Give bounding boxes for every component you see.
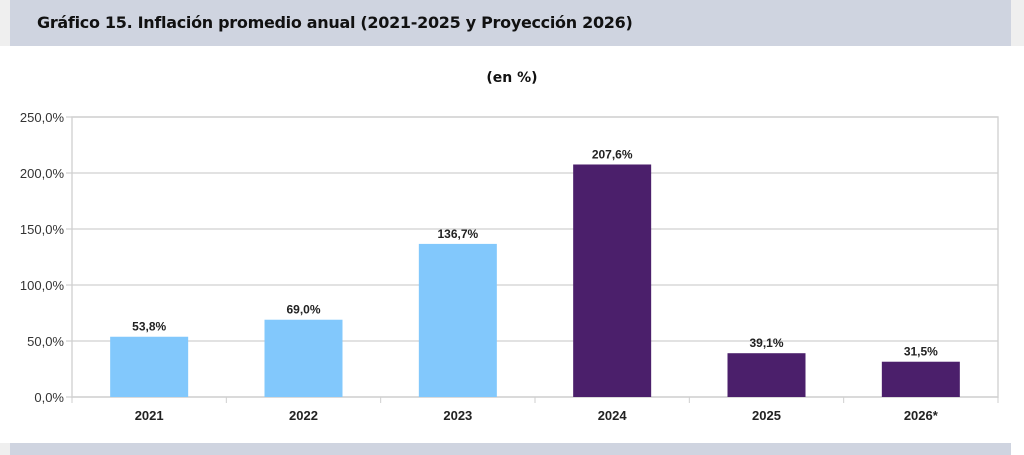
bar-2026-proj (881, 361, 960, 397)
page-margin-left-bottom (0, 443, 10, 455)
bar-2025 (727, 353, 806, 397)
bar-2022 (264, 319, 343, 397)
y-tick-label: 0,0% (34, 390, 64, 405)
footer-band (10, 443, 1011, 455)
y-tick-label: 150,0% (20, 222, 65, 237)
x-category-label: 2021 (135, 408, 164, 423)
bar-2021 (110, 336, 189, 397)
data-label: 39,1% (749, 336, 783, 350)
y-tick-label: 50,0% (27, 334, 64, 349)
data-label: 207,6% (592, 147, 633, 161)
data-label: 69,0% (286, 303, 320, 317)
y-tick-label: 250,0% (20, 110, 65, 125)
data-label: 53,8% (132, 320, 166, 334)
bar-2023 (418, 243, 497, 397)
x-category-label: 2022 (289, 408, 318, 423)
x-category-label: 2024 (598, 408, 628, 423)
y-tick-label: 100,0% (20, 278, 65, 293)
chart-title: Gráfico 15. Inflación promedio anual (20… (37, 13, 633, 32)
data-label: 136,7% (437, 227, 478, 241)
bar-2024 (573, 164, 652, 397)
y-tick-label: 200,0% (20, 166, 65, 181)
x-category-label: 2025 (752, 408, 781, 423)
data-label: 31,5% (904, 345, 938, 359)
chart-subtitle: (en %) (486, 70, 538, 86)
chart-header-band: Gráfico 15. Inflación promedio anual (20… (10, 0, 1011, 46)
x-category-label: 2026* (904, 408, 939, 423)
plot-area-frame (71, 116, 999, 398)
page-margin-right (1011, 0, 1024, 46)
x-category-label: 2023 (443, 408, 472, 423)
page-margin-left (0, 0, 10, 46)
